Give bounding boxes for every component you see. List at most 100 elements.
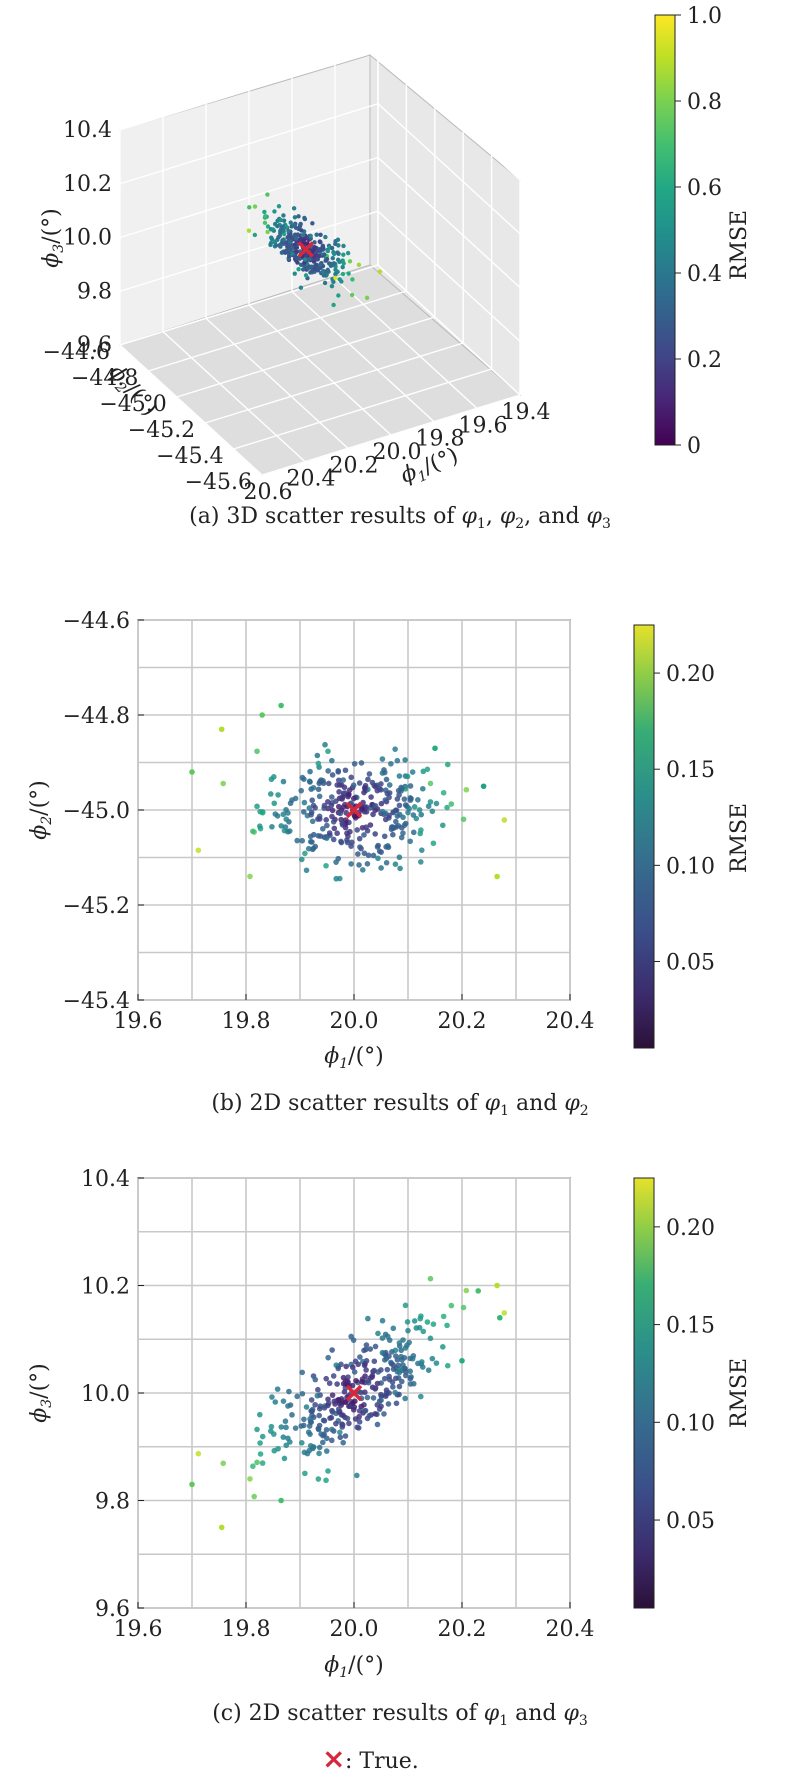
true-point-marker [297,241,315,258]
scatter-point [346,1420,352,1427]
scatter-point [323,1375,330,1382]
z-tick-label: 9.6 [77,333,112,358]
scatter-point [375,855,381,862]
scatter-point [396,773,403,779]
gridline-3d [162,331,306,463]
scatter-point [396,854,403,861]
scatter-point [329,245,335,251]
colorbar-ticks-a: 0 0.2 0.4 0.6 0.8 1.0 [675,4,722,459]
scatter-point [331,251,337,257]
scatter-point [365,776,371,783]
scatter-point [288,220,293,225]
y-tick-label: −45.4 [156,444,223,469]
scatter-point [364,1394,371,1401]
scatter-point [314,232,319,237]
scatter-point [307,1416,313,1422]
scatter-point [368,794,374,800]
scatter-point [402,802,409,808]
scatter-point [345,793,351,800]
scatter-point [320,825,326,832]
gridline-3d [119,210,379,292]
scatter-point [320,780,327,787]
scatter-point [283,1442,290,1449]
scatter-point [370,852,377,859]
scatter-point [404,773,411,780]
scatter-point [406,805,412,812]
scatter-point [220,780,227,787]
scatter-point [407,838,413,845]
scatter-point [292,215,298,220]
colorbar-c [633,1177,655,1609]
gridline-3d [119,103,379,185]
scatter-point [355,851,361,857]
colorbar-tick-label: 0.10 [666,1411,715,1436]
scatter-point [286,228,291,234]
scatter-point [329,1347,335,1353]
y-tick-label: −44.8 [63,704,130,729]
scatter-point [342,767,349,774]
scatter-point [396,802,403,809]
grid-c [137,1177,571,1609]
scatter-point [364,295,370,300]
scatter-point [318,1431,324,1437]
scatter-point [294,837,300,844]
scatter-point [325,1468,331,1474]
scatter-point [339,1424,346,1430]
scatter-point [429,1355,436,1362]
scatter-point [386,782,393,788]
scatter-point [272,209,277,214]
scatter-point [328,802,335,809]
x-tick-label: 19.8 [222,1617,271,1642]
scatter-point [316,254,322,259]
scatter-point [325,780,332,787]
scatter-point [371,1358,378,1365]
scatter-point [339,279,344,284]
scatter-point [302,850,308,857]
scatter-point [366,771,373,777]
colorbar-label-a: RMSE [727,210,752,280]
scatter-point [262,220,268,226]
scatter-point [299,1369,306,1376]
scatter-point [340,794,346,800]
scatter-point [311,259,317,264]
scatter-point [331,279,336,285]
scatter-point [362,1361,368,1367]
scatter-point [395,822,402,829]
scatter-point [254,1459,260,1466]
colorbar-tick-label: 0.20 [666,1216,715,1241]
scatter-point [268,1423,275,1430]
scatter-point [273,243,279,248]
scatter-point [378,787,384,793]
scatter-point [393,1400,400,1407]
scatter-point [275,792,281,798]
scatter-point [331,825,338,832]
scatter-point [352,1398,358,1404]
colorbar-tick-label: 0.05 [666,1509,715,1534]
scatter-point [292,1425,299,1431]
scatter-point [356,1419,363,1425]
scatter-point [325,267,330,273]
scatter-point [280,778,287,785]
x-tick-label: 19.6 [114,1617,163,1642]
scatter-point [345,1379,351,1386]
scatter-point [350,1407,357,1413]
panel-a-3d-scatter: 9.69.810.010.210.4−45.6−45.4−45.2−45.0−4… [39,4,752,532]
scatter-point [281,218,287,223]
scatter-point [306,805,313,811]
scatter-point [328,794,335,800]
scatter-point-outlier [218,726,225,733]
scatter-point [195,847,202,854]
scatter-point [335,250,340,255]
x-tick-label: 20.0 [330,1617,379,1642]
scatter-point [301,1416,307,1423]
y-tick-label: 10.2 [81,1275,130,1300]
scatter-point [286,1388,292,1395]
scatter-point [308,1408,314,1414]
scatter-point [347,1403,353,1409]
scatter-point-outlier [356,262,362,267]
scatter-point [340,1412,346,1418]
scatter-point [388,1360,395,1367]
scatter-point [298,1423,305,1429]
scatter-point [337,259,342,265]
scatter-point [356,862,362,868]
